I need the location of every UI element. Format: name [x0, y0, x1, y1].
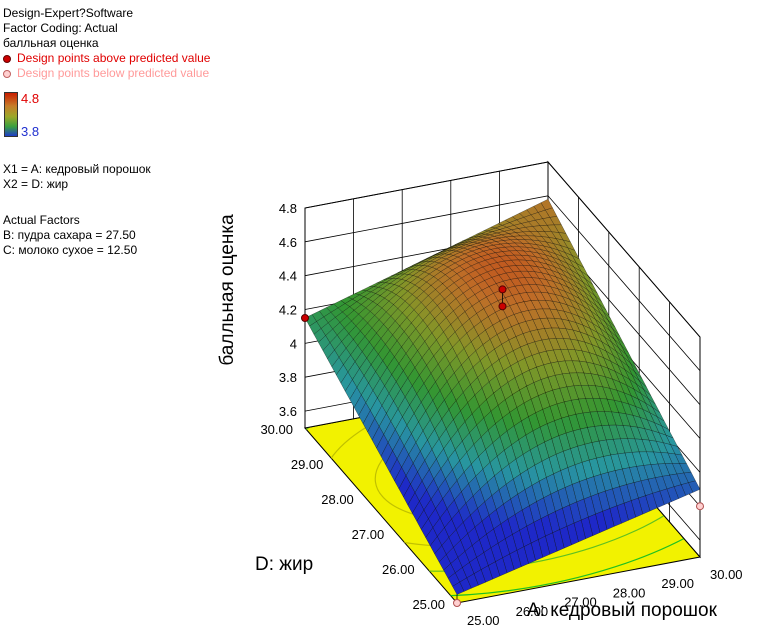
- legend-block: Design-Expert?Software Factor Coding: Ac…: [3, 6, 210, 81]
- software-label: Design-Expert?Software: [3, 6, 134, 20]
- x-tick-label: 29.00: [661, 576, 694, 591]
- z-tick-label: 4: [290, 336, 297, 351]
- y-tick-label: 29.00: [291, 457, 324, 472]
- response-label: балльная оценка: [3, 36, 99, 50]
- response-surface: [304, 198, 701, 595]
- z-axis-title: балльная оценка: [217, 214, 238, 366]
- surface-patch: [452, 581, 465, 595]
- design-points: [301, 285, 704, 607]
- grid-line: [304, 161, 701, 338]
- design-point-above: [498, 285, 507, 294]
- variables-block: X1 = A: кедровый порошок X2 = D: жир: [3, 162, 151, 192]
- x-tick-label: 26.00: [516, 604, 549, 619]
- legend-above: Design points above predicted value: [3, 51, 210, 66]
- z-tick-label: 4.6: [279, 235, 297, 250]
- x1-label: X1 = A: кедровый порошок: [3, 162, 151, 176]
- pink-dot-icon: [3, 69, 11, 78]
- design-point-below: [453, 599, 461, 607]
- legend-below: Design points below predicted value: [3, 66, 210, 81]
- actual-factors-block: Actual Factors B: пудра сахара = 27.50 C…: [3, 213, 137, 258]
- x-tick-label: 27.00: [564, 595, 597, 610]
- actual-factors-title: Actual Factors: [3, 213, 80, 227]
- axis-labels: 3.6 3.8 4 4.2 4.4 4.6 4.8 25.00 26.00 27.00 28.00 2…: [217, 201, 743, 626]
- color-scale-max: 4.8: [21, 91, 40, 106]
- legend-below-label: Design points below predicted value: [17, 66, 210, 80]
- x-tick-label: 25.00: [467, 613, 500, 626]
- red-dot-icon: [3, 54, 11, 63]
- y-tick-label: 25.00: [412, 597, 445, 612]
- z-tick-label: 3.6: [279, 404, 297, 419]
- x-axis-title: A: кедровый порошок: [527, 600, 718, 621]
- design-point-below: [696, 502, 704, 511]
- y-tick-label: 27.00: [352, 527, 385, 542]
- y-tick-label: 30.00: [260, 422, 293, 437]
- z-tick-label: 4.8: [279, 201, 297, 216]
- y-axis-title: D: жир: [255, 554, 313, 575]
- factor-b-label: B: пудра сахара = 27.50: [3, 228, 136, 242]
- factor-coding-label: Factor Coding: Actual: [3, 21, 118, 35]
- z-tick-label: 3.8: [279, 370, 297, 385]
- y-tick-label: 26.00: [382, 562, 415, 577]
- color-scale-bar: [4, 92, 18, 137]
- factor-c-label: C: молоко сухое = 12.50: [3, 243, 138, 257]
- z-tick-label: 4.2: [279, 303, 297, 318]
- legend-above-label: Design points above predicted value: [17, 51, 211, 65]
- x2-label: X2 = D: жир: [3, 177, 69, 191]
- design-point-above: [301, 314, 309, 322]
- x-tick-label: 30.00: [710, 567, 743, 582]
- contour-line: [305, 382, 700, 597]
- z-tick-label: 4.4: [279, 269, 297, 284]
- color-scale-min: 3.8: [21, 124, 40, 139]
- x-tick-label: 28.00: [613, 585, 646, 600]
- grid-line: [304, 195, 701, 372]
- design-point-above: [498, 302, 507, 311]
- y-tick-label: 28.00: [321, 492, 354, 507]
